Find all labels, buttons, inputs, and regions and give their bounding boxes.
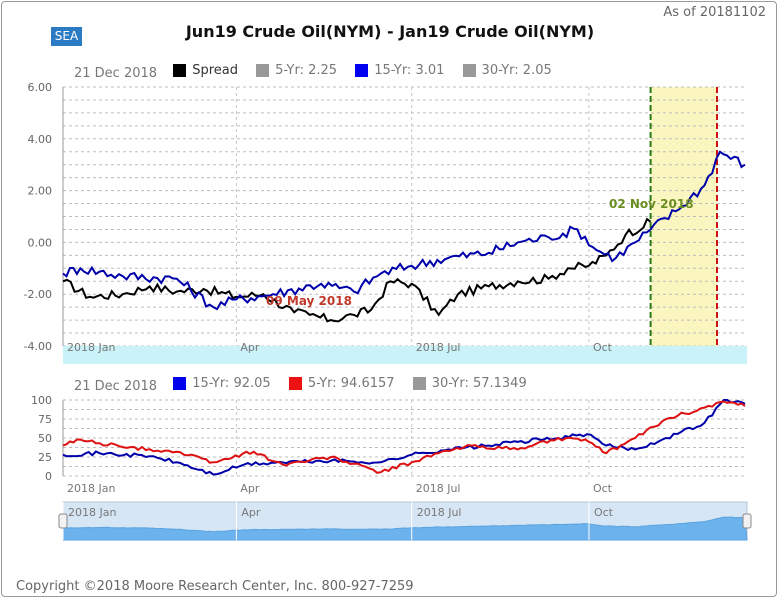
y-tick-label: 50 [38,432,52,445]
legend-item-5yr[interactable]: 5-Yr: 2.25 [256,63,337,78]
y-tick-label: 25 [38,451,52,464]
legend-date: 21 Dec 2018 [74,379,158,394]
x-axis-band [63,346,747,364]
legend-swatch [412,377,426,390]
chart-title: Jun19 Crude Oil(NYM) - Jan19 Crude Oil(N… [185,22,595,41]
x-tick-label: Oct [593,482,613,495]
legend-item-30yr[interactable]: 30-Yr: 57.1349 [412,376,527,391]
navigator-label: 2018 Jul [417,506,462,519]
legend-swatch [173,377,187,390]
y-tick-label: 4.00 [28,133,53,146]
annotation-label: 02 Nov 2018 [609,197,694,211]
legend-label: 15-Yr: 3.01 [374,63,445,78]
bottom-legend: 21 Dec 2018 15-Yr: 92.05 5-Yr: 94.6157 3… [74,376,541,394]
annotation-label: 09 May 2018 [266,294,352,308]
navigator-handle-right[interactable] [742,513,752,529]
legend-item-spread[interactable]: Spread [173,63,238,78]
as-of-date: As of 20181102 [663,5,766,20]
legend-label: 5-Yr: 2.25 [275,63,338,78]
x-tick-label: 2018 Jan [67,341,115,354]
series-line-15-yr [62,399,746,476]
legend-swatch [462,64,476,77]
navigator-area [62,516,748,541]
y-tick-label: -2.00 [24,288,52,301]
navigator-label: Oct [594,506,614,519]
navigator-label: 2018 Jan [68,506,116,519]
legend-label: 5-Yr: 94.6157 [307,376,395,391]
top-legend: 21 Dec 2018 Spread 5-Yr: 2.25 15-Yr: 3.0… [74,63,566,81]
legend-label: 30-Yr: 57.1349 [431,376,527,391]
y-tick-label: 75 [38,413,52,426]
legend-label: Spread [192,63,238,78]
sea-button[interactable]: SEA [51,27,82,46]
y-tick-label: 0.00 [28,236,53,249]
x-tick-label: 2018 Jan [67,482,115,495]
navigator-label: Apr [241,506,261,519]
legend-swatch [256,64,270,77]
legend-label: 30-Yr: 2.05 [481,63,552,78]
series-line-15-yr [62,150,746,311]
y-tick-label: 0 [45,470,52,483]
legend-item-30yr[interactable]: 30-Yr: 2.05 [462,63,552,78]
navigator-handle-left[interactable] [58,513,68,529]
legend-item-15yr[interactable]: 15-Yr: 92.05 [173,376,271,391]
y-tick-label: 6.00 [28,81,53,94]
y-tick-label: -4.00 [24,340,52,353]
x-tick-label: 2018 Jul [416,482,461,495]
x-tick-label: Apr [240,341,260,354]
legend-swatch [173,64,187,77]
legend-item-5yr[interactable]: 5-Yr: 94.6157 [288,376,395,391]
y-tick-label: 100 [31,394,52,407]
copyright-text: Copyright ©2018 Moore Research Center, I… [16,579,414,594]
x-tick-label: Oct [593,341,613,354]
legend-swatch [355,64,369,77]
legend-swatch [288,377,302,390]
legend-date: 21 Dec 2018 [74,66,158,81]
x-tick-label: Apr [240,482,260,495]
legend-item-15yr[interactable]: 15-Yr: 3.01 [355,63,444,78]
y-tick-label: 2.00 [28,185,53,198]
x-tick-label: 2018 Jul [416,341,461,354]
series-line-spread [62,217,652,323]
legend-label: 15-Yr: 92.05 [192,376,271,391]
series-line-5-yr [62,400,746,474]
